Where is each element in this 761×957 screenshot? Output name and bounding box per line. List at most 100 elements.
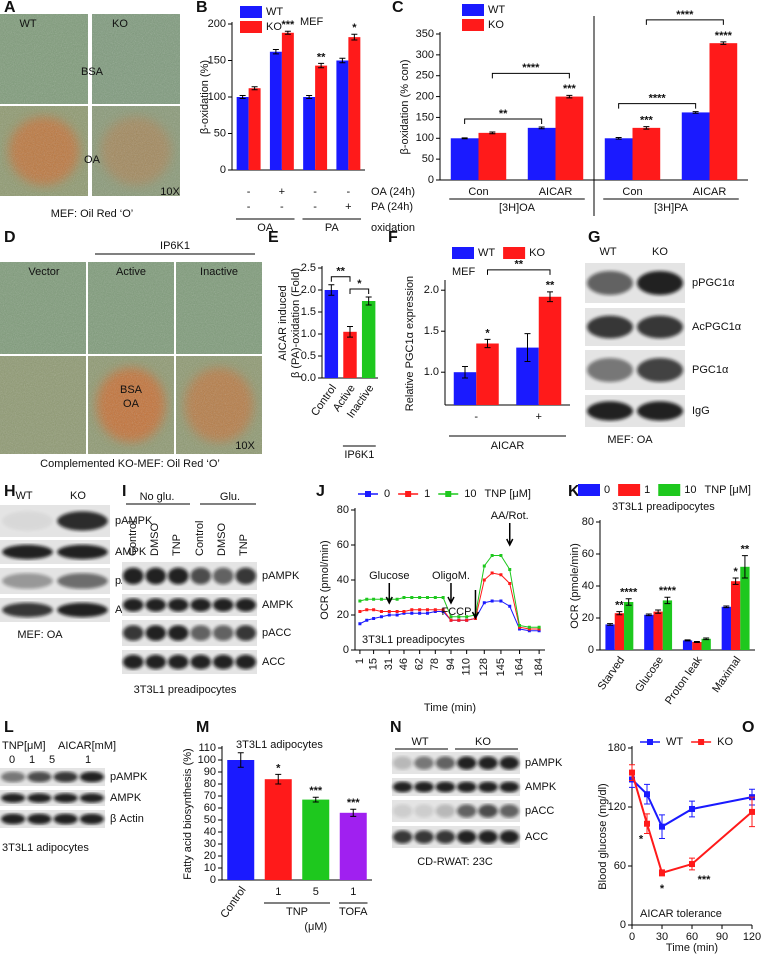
- y-tick-label: 20: [204, 850, 216, 862]
- blot-band: [478, 830, 498, 844]
- blot-band: [53, 793, 78, 803]
- point: [537, 629, 541, 633]
- legend-label: 0: [384, 488, 390, 500]
- row-label: β Actin: [110, 813, 144, 825]
- bar: [248, 88, 261, 170]
- point: [527, 629, 531, 633]
- row-label: pAMPK: [110, 771, 148, 783]
- image-label: BSA: [120, 384, 143, 396]
- significance: *: [733, 566, 738, 578]
- caption: 3T3L1 adipocytes: [2, 842, 89, 854]
- y-axis-label: Blood glucose (mg/dl): [597, 783, 609, 889]
- error-bar: [239, 95, 246, 99]
- panel-letter: I: [122, 483, 126, 500]
- point: [418, 611, 422, 615]
- x-tick-label: Control: [218, 885, 248, 921]
- group-label: oxidation: [371, 222, 415, 234]
- legend-swatch: [452, 247, 474, 259]
- micrograph-texture: [88, 356, 174, 454]
- lane-label: WT: [599, 246, 616, 258]
- point: [433, 608, 437, 612]
- blot-band: [2, 511, 53, 531]
- x-tick-label: -: [474, 411, 478, 423]
- group-label: TOFA: [339, 906, 368, 918]
- blot-band: [122, 625, 144, 641]
- x-tick-label: 31: [383, 658, 395, 670]
- error-bar: [720, 41, 727, 45]
- panel-letter: J: [316, 483, 325, 500]
- legend-label: 1: [644, 484, 650, 496]
- condition-label: PA (24h): [371, 201, 413, 213]
- y-axis-label: OCR (pmol/min): [319, 540, 331, 619]
- blot-band: [79, 793, 104, 803]
- legend-marker: [365, 491, 371, 497]
- blot-band: [456, 781, 477, 793]
- y-tick-label: 60: [614, 860, 626, 872]
- sig-bracket: [330, 276, 351, 282]
- point: [537, 627, 541, 631]
- significance: ****: [649, 92, 667, 104]
- error-bar: [328, 284, 335, 296]
- micrograph-texture: [92, 106, 180, 196]
- point: [518, 625, 522, 629]
- error-bar: [703, 637, 710, 641]
- micrograph-texture: [0, 356, 86, 454]
- significance: ***: [281, 19, 295, 31]
- point: [410, 611, 414, 615]
- image-label: BSA: [81, 66, 104, 78]
- blot-band: [79, 813, 104, 825]
- x-tick-label: Maximal: [710, 655, 743, 695]
- point: [365, 597, 369, 601]
- blot-band: [57, 511, 108, 531]
- error-bar: [251, 86, 258, 91]
- bar: [227, 760, 255, 880]
- error-bar: [347, 326, 353, 338]
- point: [358, 622, 362, 626]
- x-tick-label: 120: [743, 931, 761, 943]
- x-tick-label: 46: [398, 658, 410, 670]
- x-tick-label: 184: [533, 658, 545, 676]
- bar: [339, 812, 367, 880]
- point: [508, 568, 512, 571]
- significance: ***: [640, 115, 654, 127]
- y-tick-label: 0: [588, 644, 594, 656]
- bar: [478, 132, 507, 180]
- error-bar: [607, 623, 614, 626]
- group-label: [3H]PA: [654, 202, 689, 214]
- group-label: WT: [411, 736, 428, 748]
- point: [358, 610, 362, 613]
- blot-band: [190, 654, 212, 670]
- point: [365, 618, 369, 622]
- significance: **: [514, 259, 523, 271]
- micrograph-texture: [0, 14, 88, 104]
- blot-band: [212, 598, 234, 612]
- row-label: pACC: [525, 805, 554, 817]
- error-bar: [462, 365, 468, 379]
- point: [659, 869, 665, 876]
- blot-band: [587, 358, 633, 382]
- blot-band: [167, 625, 189, 641]
- blot-band: [235, 625, 257, 641]
- annotation-arrow: [471, 590, 480, 620]
- bar: [538, 296, 562, 405]
- lane-label: 5: [49, 754, 55, 766]
- y-tick-label: 0: [210, 874, 216, 886]
- bar: [336, 60, 349, 170]
- point: [433, 610, 437, 613]
- y-tick-label: 80: [582, 516, 594, 528]
- legend-title: TNP [μM]: [485, 488, 531, 500]
- point: [402, 610, 406, 613]
- significance: *: [352, 22, 357, 34]
- point: [410, 596, 414, 599]
- y-tick-label: 350: [416, 28, 434, 40]
- bar: [653, 611, 663, 650]
- y-tick-label: 0.0: [301, 372, 316, 384]
- blot-band: [167, 567, 189, 585]
- blot-band: [392, 781, 413, 793]
- legend-label: 1: [424, 488, 430, 500]
- row-label: pAMPK: [262, 570, 300, 582]
- y-axis-label: Relative PGC1α expression: [404, 276, 416, 411]
- x-tick-label: 1: [350, 886, 356, 898]
- blot-background: [0, 790, 105, 806]
- bar: [605, 624, 615, 650]
